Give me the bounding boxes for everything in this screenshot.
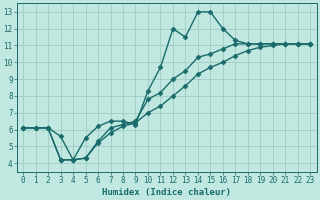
X-axis label: Humidex (Indice chaleur): Humidex (Indice chaleur) <box>102 188 231 197</box>
